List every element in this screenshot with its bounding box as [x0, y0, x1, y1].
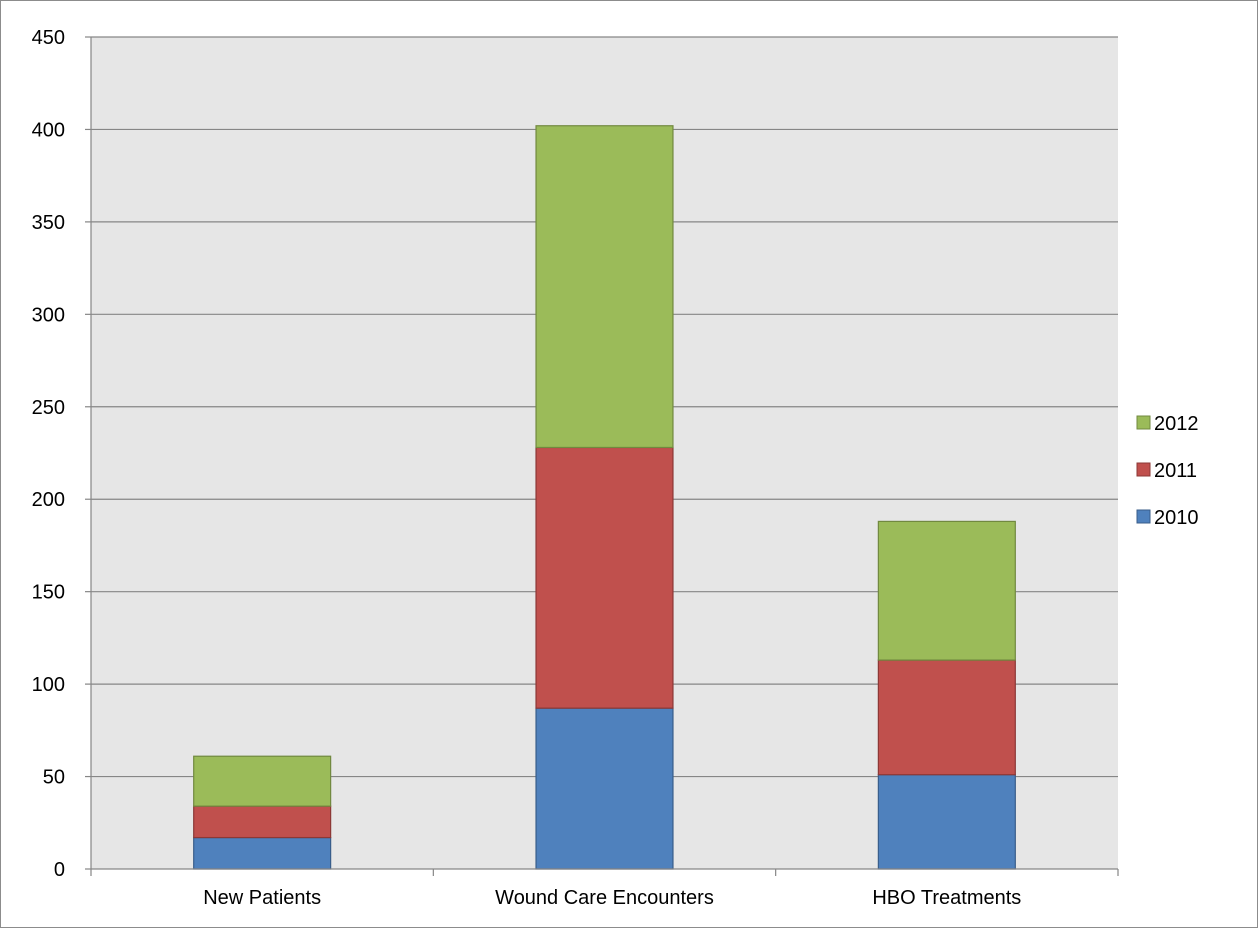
y-tick-label: 0	[54, 859, 65, 881]
y-tick-label: 200	[32, 489, 65, 511]
y-tick-label: 400	[32, 119, 65, 141]
y-tick-label: 100	[32, 674, 65, 696]
axes: 0 50 100 150 200 250 300 350 400 450 New Patients W…	[32, 27, 1119, 909]
legend-label-2011: 2011	[1154, 460, 1197, 482]
bars	[193, 125, 1016, 870]
x-tick-label: HBO Treatments	[872, 887, 1021, 909]
y-tick-label: 250	[32, 397, 65, 419]
y-tick-label: 450	[32, 27, 65, 49]
bar-segment-2011	[877, 659, 1016, 776]
bar-segment-2012	[193, 755, 332, 807]
legend-label-2010: 2010	[1154, 507, 1199, 529]
legend: 2012 2011 2010	[1136, 413, 1199, 529]
y-tick-label: 150	[32, 582, 65, 604]
x-tick-label: New Patients	[203, 887, 321, 909]
bar-segment-2010	[193, 836, 332, 870]
bar-segment-2011	[193, 805, 332, 839]
legend-label-2012: 2012	[1154, 413, 1199, 435]
y-tick-label: 300	[32, 304, 65, 326]
y-tick-label: 50	[43, 767, 65, 789]
bar-segment-2011	[535, 446, 674, 709]
y-tick-label: 350	[32, 212, 65, 234]
bar-segment-2012	[535, 125, 674, 449]
bar-segment-2010	[877, 774, 1016, 870]
bar-segment-2010	[535, 707, 674, 870]
legend-swatch-2012	[1136, 415, 1151, 430]
legend-swatch-2010	[1136, 509, 1151, 524]
x-tick-label: Wound Care Encounters	[495, 887, 714, 909]
legend-swatch-2011	[1136, 462, 1151, 477]
bar-segment-2012	[877, 520, 1016, 661]
